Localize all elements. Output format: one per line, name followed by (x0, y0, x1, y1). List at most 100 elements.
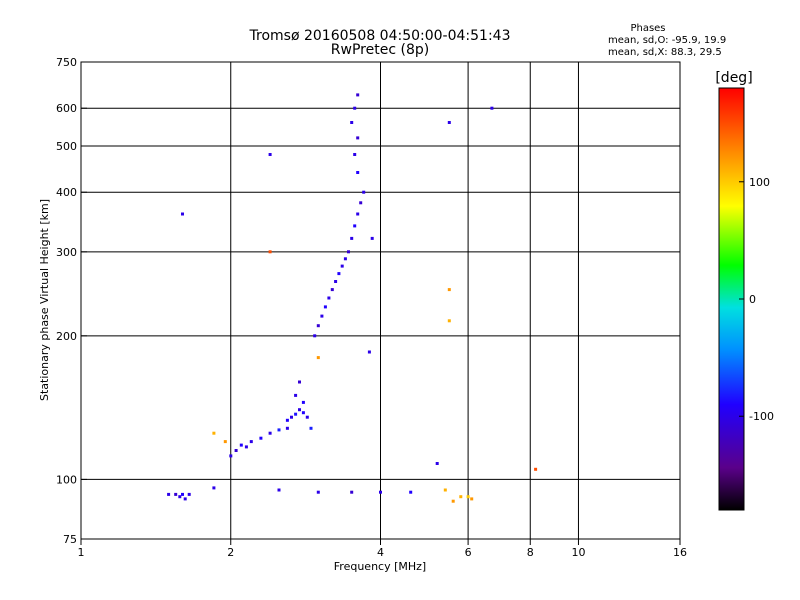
data-point (167, 492, 171, 496)
data-point (316, 490, 320, 494)
y-tick-label: 500 (56, 140, 77, 153)
data-point (301, 411, 305, 415)
phase-info-line2: mean, sd,X: 88.3, 29.5 (608, 47, 722, 58)
data-point (268, 431, 272, 435)
data-point (174, 492, 178, 496)
data-point (313, 334, 317, 338)
y-tick-label: 400 (56, 186, 77, 199)
data-point (350, 121, 354, 124)
data-point (367, 350, 371, 354)
y-tick-label: 300 (56, 246, 77, 259)
data-point (249, 440, 253, 444)
data-point (334, 280, 338, 283)
data-point (340, 264, 344, 268)
data-point (244, 445, 248, 449)
axis-ticks: 1 2 4 6 8 10 16 75 100 200 300 400 500 600 750 (56, 56, 687, 559)
data-point (356, 171, 360, 174)
colorbar-tick-label: 0 (749, 293, 756, 306)
x-axis-label: Frequency [MHz] (334, 560, 426, 573)
data-point (298, 408, 301, 412)
data-point (277, 488, 281, 492)
data-point (187, 492, 191, 496)
data-point (323, 305, 327, 309)
data-point (183, 497, 187, 501)
data-point (451, 499, 455, 503)
data-point (229, 454, 233, 458)
x-tick-label: 16 (673, 546, 687, 559)
data-point (370, 236, 374, 240)
y-tick-label: 750 (56, 56, 77, 69)
data-point (285, 418, 289, 422)
x-tick-label: 6 (465, 546, 472, 559)
data-point (359, 201, 363, 205)
data-point (353, 106, 357, 110)
data-point (443, 488, 447, 492)
data-point (379, 490, 382, 494)
chart-title: Tromsø 20160508 04:50:00-04:51:43 (249, 28, 511, 44)
data-point (362, 190, 366, 194)
data-point (234, 449, 238, 452)
x-tick-label: 8 (527, 546, 534, 559)
data-point (327, 296, 331, 300)
data-point (316, 356, 320, 360)
data-point (212, 486, 216, 490)
x-tick-label: 10 (571, 546, 585, 559)
data-point (316, 324, 320, 328)
data-point (320, 314, 324, 318)
data-point (259, 436, 263, 440)
data-point (447, 288, 451, 292)
chart-subtitle: RwPretec (8p) (331, 42, 429, 58)
data-point (181, 212, 184, 216)
data-point (223, 440, 227, 444)
data-point (330, 288, 334, 292)
data-point (178, 495, 182, 499)
data-point (353, 153, 357, 156)
data-point (343, 257, 347, 261)
y-tick-label: 200 (56, 330, 77, 343)
y-tick-label: 75 (63, 533, 77, 546)
data-point (337, 272, 341, 276)
data-point (447, 121, 451, 124)
data-point (459, 495, 463, 499)
data-point (490, 106, 494, 110)
grid-lines (81, 62, 680, 539)
x-tick-label: 2 (227, 546, 234, 559)
data-point (447, 319, 451, 323)
x-tick-label: 4 (377, 546, 384, 559)
data-point (309, 426, 313, 430)
data-point (353, 224, 357, 228)
data-point (356, 93, 360, 97)
data-point (294, 412, 298, 416)
data-point (212, 431, 216, 435)
data-point (268, 250, 272, 254)
colorbar-tick-label: 100 (749, 176, 770, 189)
data-point (534, 467, 538, 471)
data-point (356, 136, 360, 140)
data-point (350, 236, 354, 240)
colorbar-tick-label: -100 (749, 410, 774, 423)
data-point (285, 426, 289, 430)
colorbar-label: [deg] (715, 70, 752, 86)
data-point (356, 212, 360, 216)
data-point (470, 497, 474, 501)
data-point (239, 443, 243, 447)
data-point (305, 415, 309, 419)
data-point (409, 490, 413, 494)
data-point (181, 492, 184, 496)
y-tick-label: 100 (56, 473, 77, 486)
data-points (167, 93, 538, 503)
phase-info-title: Phases (630, 23, 665, 34)
data-point (298, 380, 301, 384)
data-point (268, 153, 272, 156)
data-point (466, 495, 470, 499)
data-point (347, 250, 350, 254)
y-axis-label: Stationary phase Virtual Height [km] (38, 199, 51, 401)
data-point (290, 415, 293, 419)
phase-info-line1: mean, sd,O: -95.9, 19.9 (608, 35, 726, 46)
data-point (350, 490, 354, 494)
x-tick-label: 1 (78, 546, 85, 559)
data-point (294, 393, 298, 397)
data-point (435, 462, 439, 465)
data-point (277, 428, 281, 432)
